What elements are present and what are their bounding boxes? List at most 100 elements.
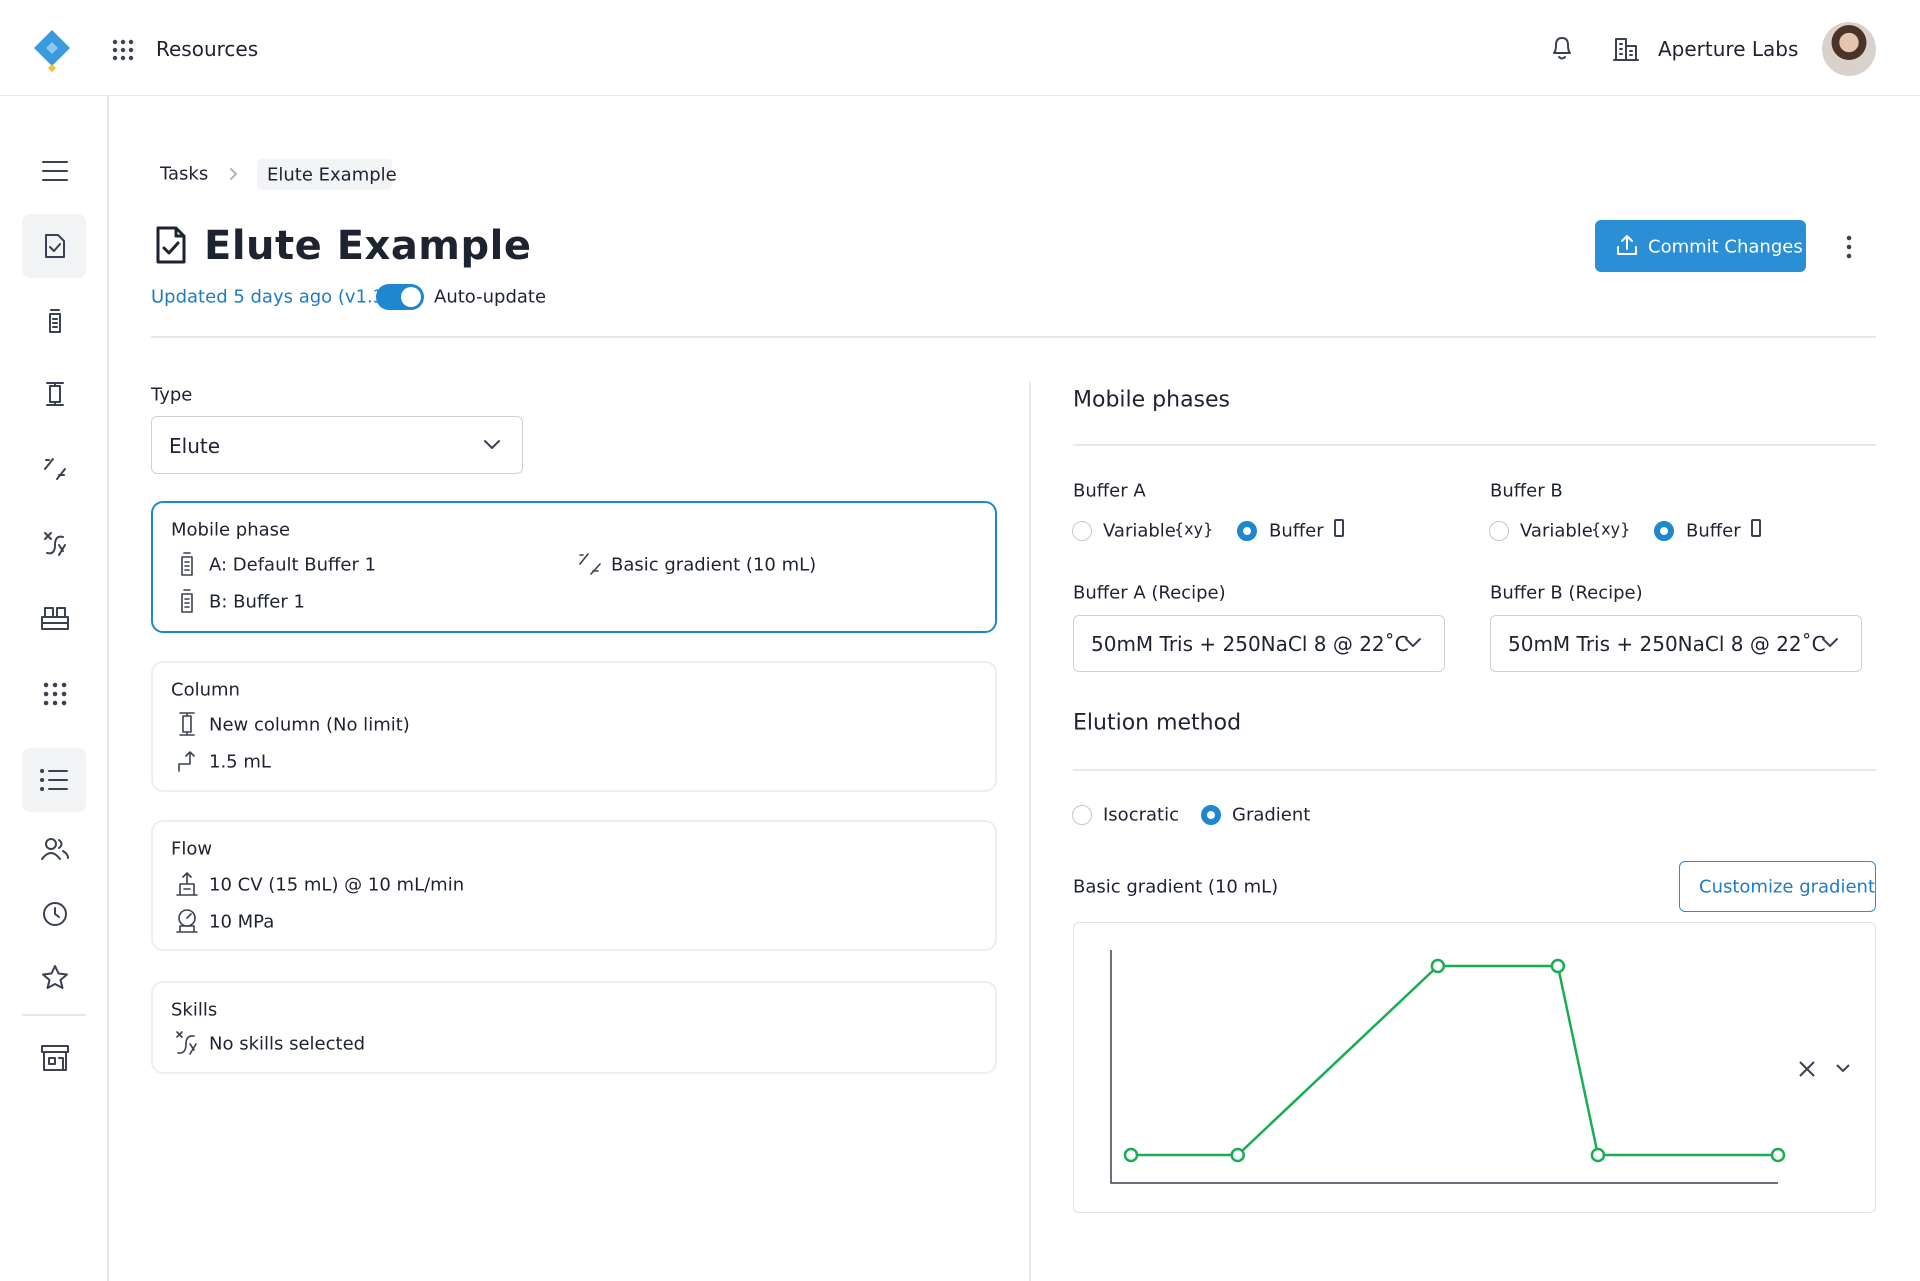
top-bar: [0, 0, 1920, 96]
nav-buffers[interactable]: [48, 308, 62, 334]
more-icon[interactable]: [1846, 235, 1852, 259]
section-divider: [1073, 444, 1876, 446]
resources[interactable]: Resources: [156, 37, 259, 61]
card-item: 1.5 mL: [209, 751, 271, 773]
menu-icon[interactable]: [42, 160, 68, 182]
gradient-point: [1770, 1147, 1786, 1163]
select-chevron: [484, 440, 500, 449]
clear-icon[interactable]: [1799, 1061, 1815, 1077]
card-title: Mobile phase: [171, 519, 291, 541]
volume-icon: [178, 751, 195, 772]
updated-link[interactable]: Updated 5 days ago (v1.3): [151, 286, 392, 308]
section-divider: [1073, 769, 1876, 771]
radio-label[interactable]: Isocratic: [1103, 804, 1179, 826]
radio-selected[interactable]: [1654, 521, 1674, 541]
radio-label[interactable]: Gradient: [1232, 804, 1311, 826]
nav-store[interactable]: [40, 1044, 70, 1072]
buffer-icon: [1751, 519, 1761, 537]
commit-button[interactable]: [1595, 220, 1806, 272]
radio[interactable]: [1072, 805, 1092, 825]
nav-favorites[interactable]: [41, 964, 69, 990]
nav-list[interactable]: [40, 769, 68, 791]
nav-tasks[interactable]: [44, 233, 66, 259]
card-skills[interactable]: [151, 981, 997, 1074]
section-title: Elution method: [1073, 710, 1242, 736]
gradient-icon: [579, 553, 601, 575]
radio-selected[interactable]: [1201, 805, 1221, 825]
breadcrumb-current: Elute Example: [267, 164, 397, 186]
radio-label[interactable]: Variable: [1520, 520, 1593, 542]
flow-icon: [176, 872, 198, 896]
radio-selected[interactable]: [1237, 521, 1257, 541]
auto-update-label: Auto-update: [434, 286, 547, 308]
nav-skills[interactable]: [43, 531, 67, 557]
axes: [1110, 950, 1778, 1184]
gradient-line: [1131, 964, 1778, 1157]
radio[interactable]: [1489, 521, 1509, 541]
card-item: New column (No limit): [209, 714, 410, 736]
customize-button[interactable]: [1679, 861, 1876, 912]
radio-label[interactable]: Buffer: [1686, 520, 1741, 542]
select-chevron: [1405, 638, 1421, 647]
column-divider: [1029, 382, 1031, 1281]
type-label: Type: [151, 384, 193, 406]
nav-gradients[interactable]: [43, 457, 67, 481]
recipe-value[interactable]: 50mM Tris + 250NaCl 8 @ 22˚C: [1508, 632, 1826, 656]
title-icon: [156, 226, 186, 264]
card-item: 10 MPa: [209, 911, 275, 933]
recipe-label: Buffer B (Recipe): [1490, 582, 1643, 604]
logo[interactable]: [30, 28, 74, 72]
card-title: Flow: [171, 838, 213, 860]
pressure-icon: [176, 909, 198, 933]
customize-label[interactable]: Customize gradient: [1699, 876, 1876, 898]
org-icon[interactable]: [1612, 36, 1640, 62]
radio[interactable]: [1072, 521, 1092, 541]
buffer-icon: [181, 589, 193, 613]
nav-users[interactable]: [41, 837, 69, 861]
bell-icon[interactable]: [1550, 35, 1574, 61]
gradient-point: [1230, 1147, 1245, 1163]
recipe-select[interactable]: [1490, 615, 1862, 672]
gradient-chart: [1110, 950, 1850, 1184]
gradient-point: [1590, 1147, 1606, 1163]
card-item: No skills selected: [209, 1033, 366, 1055]
breadcrumb-tasks[interactable]: Tasks: [160, 163, 209, 185]
gradient-point: [1550, 958, 1566, 974]
type-value[interactable]: Elute: [169, 434, 221, 458]
card-title: Column: [171, 679, 240, 701]
recipe-select[interactable]: [1073, 615, 1445, 672]
card-column[interactable]: [151, 661, 997, 792]
toggle[interactable]: [376, 284, 424, 310]
commit-label[interactable]: Commit Changes: [1648, 236, 1803, 258]
type-select[interactable]: [151, 416, 523, 474]
variable-symbol: {xy}: [1174, 519, 1214, 539]
recipe-value[interactable]: 50mM Tris + 250NaCl 8 @ 22˚C: [1091, 632, 1409, 656]
column-icon: [179, 712, 195, 736]
radio-label[interactable]: Buffer: [1269, 520, 1324, 542]
buffer-icon: [1334, 519, 1344, 537]
card-item: A: Default Buffer 1: [209, 554, 377, 576]
commit-icon: [1617, 235, 1637, 255]
card-item: Basic gradient (10 mL): [611, 554, 817, 576]
radio-label[interactable]: Variable: [1103, 520, 1176, 542]
section-title: Mobile phases: [1073, 387, 1231, 413]
nav-instruments[interactable]: [40, 605, 70, 631]
nav-history[interactable]: [42, 901, 68, 927]
recipe-label: Buffer A (Recipe): [1073, 582, 1226, 604]
select-chevron: [1822, 638, 1838, 647]
nav-columns[interactable]: [45, 381, 65, 407]
avatar[interactable]: [1822, 22, 1876, 76]
nav-divider: [22, 1014, 86, 1016]
nav-active[interactable]: [22, 214, 86, 278]
org-name[interactable]: Aperture Labs: [1658, 37, 1799, 61]
nav-apps[interactable]: [43, 682, 67, 706]
breadcrumb-chevron: [230, 168, 237, 180]
expand-icon[interactable]: [1836, 1064, 1850, 1073]
apps-icon[interactable]: [112, 39, 134, 61]
card-flow[interactable]: [151, 820, 997, 951]
buffer-icon: [181, 552, 193, 576]
card-mobile-phase[interactable]: [151, 501, 997, 633]
breadcrumb-current-bg: [257, 159, 392, 190]
gradient-point: [1430, 958, 1446, 974]
